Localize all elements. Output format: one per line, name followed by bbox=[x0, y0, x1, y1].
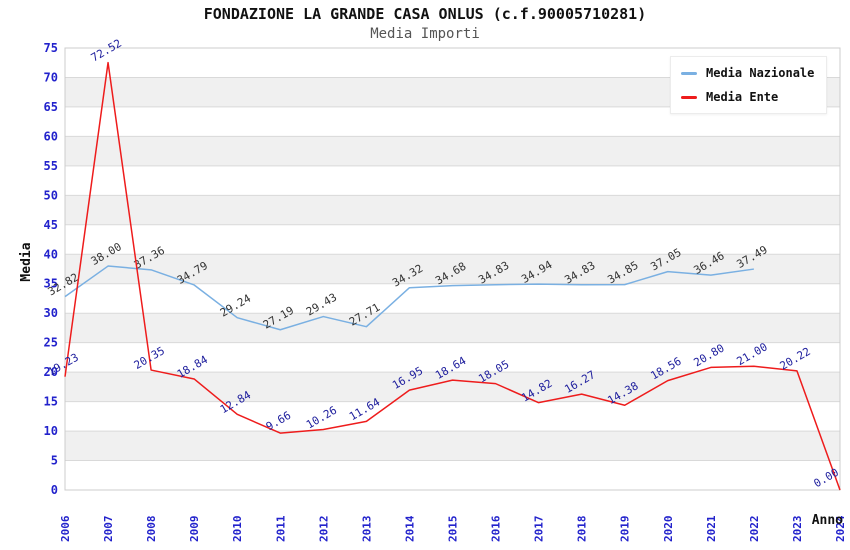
x-tick-label: 2009 bbox=[188, 516, 201, 543]
plot-band bbox=[65, 136, 840, 166]
y-tick-label: 35 bbox=[44, 277, 58, 291]
legend-swatch-media-nazionale-icon bbox=[681, 71, 697, 75]
legend-item-label: Media Ente bbox=[706, 90, 779, 104]
y-tick-label: 25 bbox=[44, 336, 58, 350]
plot-band bbox=[65, 372, 840, 402]
point-label-media-ente: 21.00 bbox=[735, 340, 770, 368]
x-tick-label: 2008 bbox=[145, 516, 158, 543]
point-label-media-ente: 9.66 bbox=[264, 409, 293, 434]
y-tick-label: 40 bbox=[44, 247, 58, 261]
y-tick-label: 75 bbox=[44, 41, 58, 55]
y-tick-label: 55 bbox=[44, 159, 58, 173]
y-axis-title: Media bbox=[19, 242, 34, 281]
x-tick-label: 2022 bbox=[748, 516, 761, 543]
plot-band bbox=[65, 195, 840, 225]
x-tick-label: 2020 bbox=[662, 516, 675, 543]
y-tick-label: 30 bbox=[44, 306, 58, 320]
x-tick-label: 2016 bbox=[490, 515, 503, 542]
y-tick-label: 45 bbox=[44, 218, 58, 232]
legend-swatch-media-ente-icon bbox=[681, 95, 697, 99]
y-tick-label: 15 bbox=[44, 395, 58, 409]
legend-item-media-nazionale: Media Nazionale bbox=[681, 61, 814, 85]
x-axis-title: Anno bbox=[812, 513, 843, 528]
y-tick-label: 10 bbox=[44, 424, 58, 438]
x-tick-label: 2014 bbox=[403, 515, 416, 542]
x-tick-label: 2021 bbox=[705, 515, 718, 542]
point-label-media-ente: 20.80 bbox=[691, 341, 726, 369]
y-tick-label: 0 bbox=[51, 483, 58, 497]
y-tick-label: 50 bbox=[44, 188, 58, 202]
legend-item-media-ente: Media Ente bbox=[681, 85, 814, 109]
series-line-media-nazionale bbox=[64, 265, 754, 331]
x-tick-label: 2012 bbox=[317, 516, 330, 543]
legend: Media Nazionale Media Ente bbox=[670, 56, 828, 114]
point-label-media-ente: 20.35 bbox=[132, 344, 167, 372]
x-tick-label: 2010 bbox=[231, 516, 244, 543]
x-tick-label: 2019 bbox=[619, 516, 632, 543]
y-tick-label: 70 bbox=[44, 70, 58, 84]
point-label-media-ente: 20.22 bbox=[778, 345, 813, 373]
x-tick-label: 2013 bbox=[360, 516, 373, 543]
plot-band bbox=[65, 254, 840, 284]
y-tick-label: 65 bbox=[44, 100, 58, 114]
point-label-media-ente: 72.52 bbox=[89, 37, 124, 65]
chart-title: FONDAZIONE LA GRANDE CASA ONLUS (c.f.900… bbox=[203, 5, 647, 23]
x-tick-label: 2011 bbox=[274, 515, 287, 542]
x-tick-label: 2018 bbox=[576, 516, 589, 543]
chart-subtitle: Media Importi bbox=[370, 26, 480, 42]
point-label-media-ente: 0.00 bbox=[812, 466, 841, 491]
plot-band bbox=[65, 313, 840, 343]
legend-item-label: Media Nazionale bbox=[706, 66, 815, 80]
x-tick-label: 2006 bbox=[59, 515, 72, 542]
series-line-media-ente bbox=[64, 61, 841, 491]
y-tick-label: 20 bbox=[44, 365, 58, 379]
y-tick-label: 5 bbox=[51, 454, 58, 468]
x-tick-label: 2024 bbox=[834, 515, 847, 542]
plot-band bbox=[65, 431, 840, 461]
x-tick-label: 2007 bbox=[102, 516, 115, 543]
plot-border bbox=[64, 47, 841, 491]
x-tick-label: 2023 bbox=[791, 516, 804, 543]
y-tick-label: 60 bbox=[44, 129, 58, 143]
x-tick-label: 2015 bbox=[447, 516, 460, 543]
x-tick-label: 2017 bbox=[533, 516, 546, 543]
